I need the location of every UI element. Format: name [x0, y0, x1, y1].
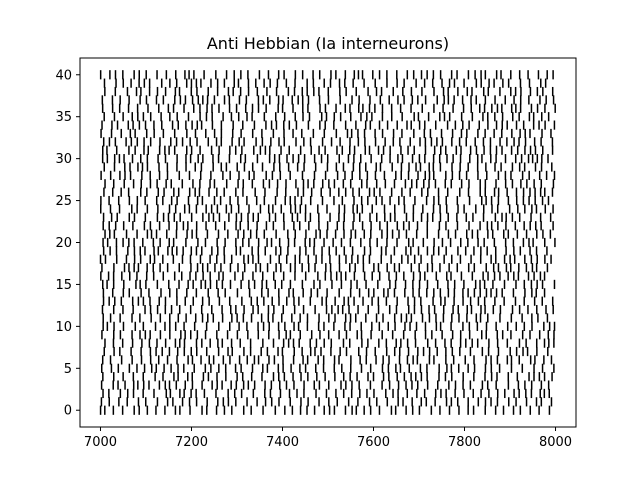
x-tick-label: 7200	[175, 435, 208, 450]
y-tick-label: 15	[55, 278, 72, 293]
x-tick-label: 7600	[357, 435, 390, 450]
y-tick-label: 0	[64, 404, 72, 419]
x-tick-label: 7400	[266, 435, 299, 450]
plot-frame	[79, 57, 577, 428]
spike-raster	[99, 70, 556, 415]
y-tick-label: 10	[55, 320, 72, 335]
x-tick-label: 7800	[448, 435, 481, 450]
y-tick-label: 25	[55, 194, 72, 209]
y-tick-label: 20	[55, 236, 72, 251]
x-tick-label: 7000	[84, 435, 117, 450]
chart-title: Anti Hebbian (Ia interneurons)	[207, 34, 449, 53]
y-tick-label: 40	[55, 68, 72, 83]
y-tick-label: 5	[64, 362, 72, 377]
x-tick-label: 8000	[539, 435, 572, 450]
y-tick-label: 35	[55, 110, 72, 125]
axis-ticks: 7000 7200 7400 7600 7800 8000 0 5 10 15 20 25 30 35 40	[55, 68, 572, 450]
y-tick-label: 30	[55, 152, 72, 167]
